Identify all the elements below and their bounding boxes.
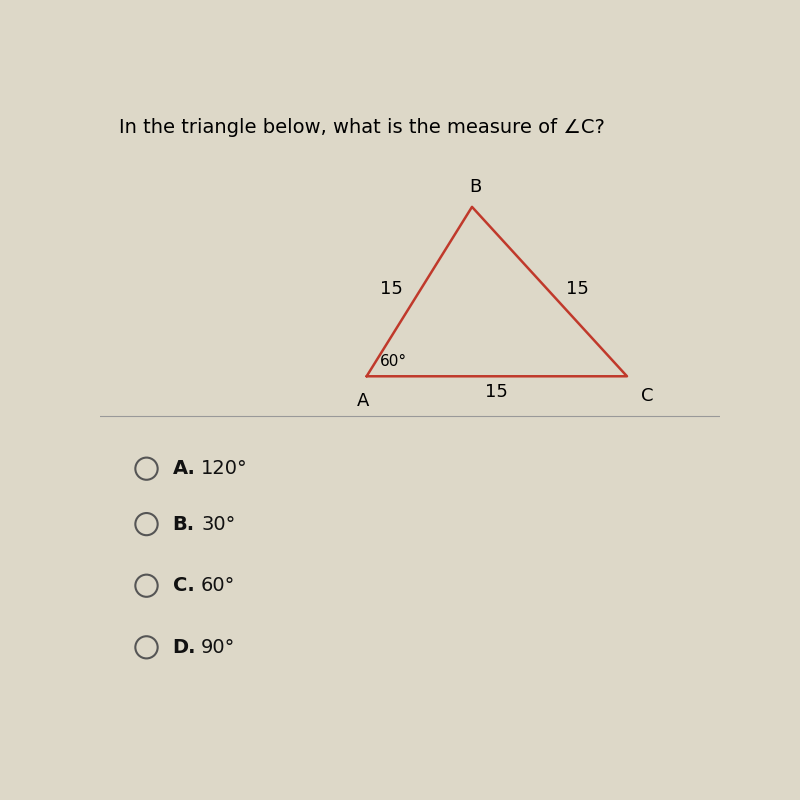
Text: 15: 15: [486, 382, 508, 401]
Text: 90°: 90°: [201, 638, 235, 657]
Text: 120°: 120°: [201, 459, 248, 478]
Text: A.: A.: [173, 459, 195, 478]
Text: 60°: 60°: [380, 354, 407, 369]
Text: 15: 15: [380, 279, 403, 298]
Text: 60°: 60°: [201, 576, 235, 595]
Text: B.: B.: [173, 514, 194, 534]
Text: C.: C.: [173, 576, 194, 595]
Text: In the triangle below, what is the measure of ∠C?: In the triangle below, what is the measu…: [118, 118, 605, 137]
Text: B: B: [469, 178, 482, 196]
Text: D.: D.: [173, 638, 196, 657]
Text: 15: 15: [566, 279, 589, 298]
Text: 30°: 30°: [201, 514, 235, 534]
Text: C: C: [641, 387, 653, 406]
Text: A: A: [358, 392, 370, 410]
